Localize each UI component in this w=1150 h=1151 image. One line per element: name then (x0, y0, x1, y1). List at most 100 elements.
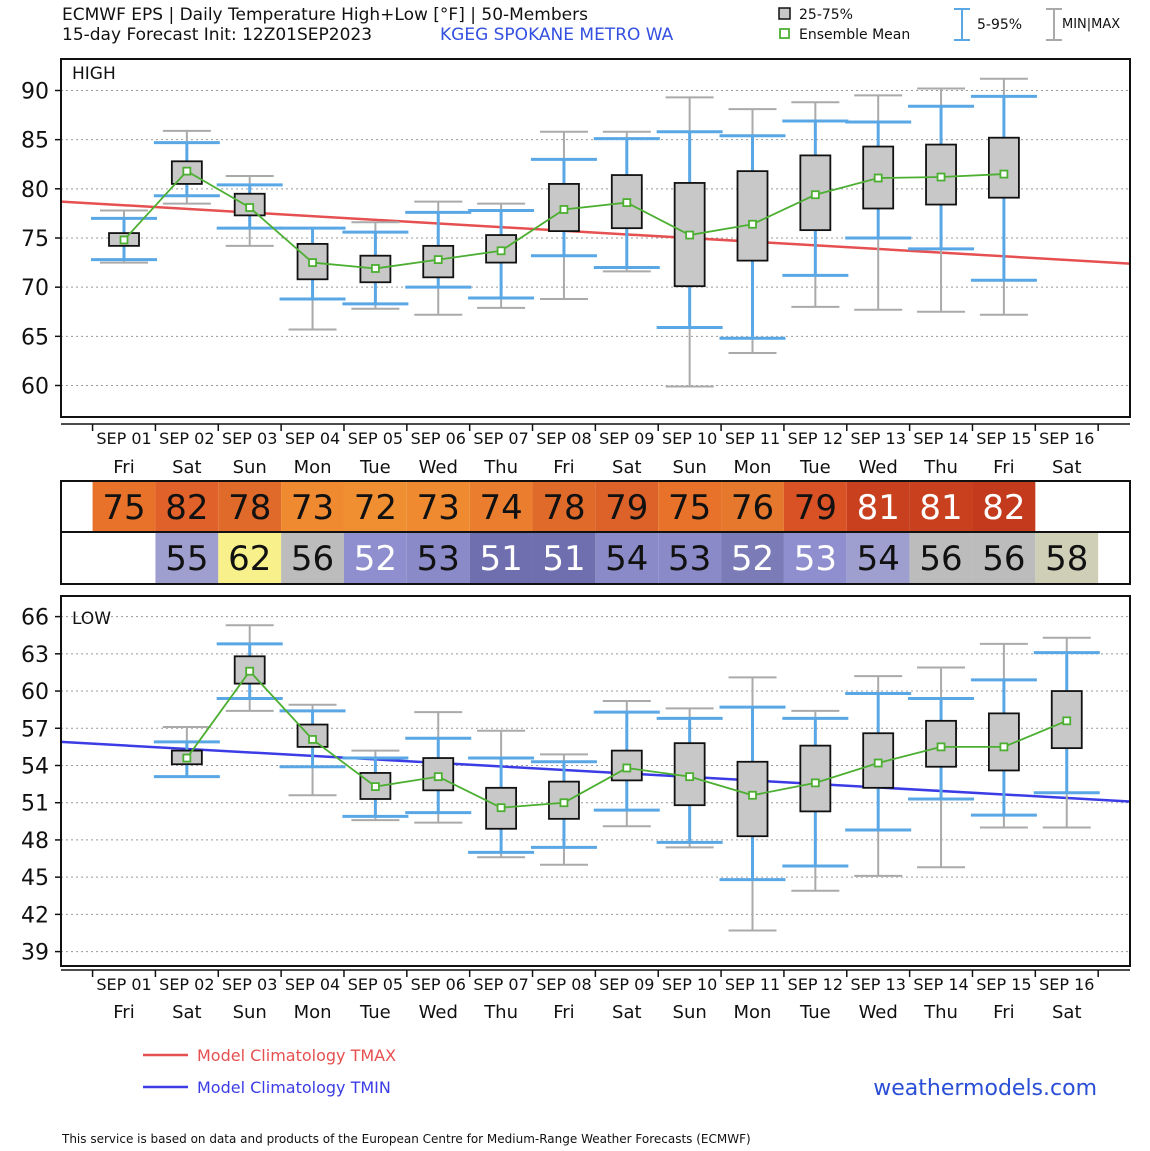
low-cell-bg (281, 533, 344, 583)
low-cell-value: 54 (605, 539, 648, 579)
low-cell-value: 51 (479, 539, 522, 579)
high-cell-bg (658, 482, 722, 532)
low-box-14 (908, 666, 975, 869)
low-box-9 (593, 699, 660, 828)
title-line2: 15-day Forecast Init: 12Z01SEP2023 (62, 25, 372, 45)
low-date-label: SEP 12 (788, 975, 843, 994)
high-mean-marker (999, 169, 1009, 179)
low-box-5 (342, 749, 409, 822)
summary-low-row: 55 62 56 52 53 51 51 54 53 52 53 54 56 56 58 (155, 533, 1099, 583)
high-mean-marker (685, 230, 695, 240)
low-y-tick-label: 42 (21, 903, 49, 928)
high-date-label: SEP 10 (662, 429, 717, 448)
high-weekday-label: Sat (172, 457, 202, 478)
high-cell-bg (155, 482, 219, 532)
low-climatology-line (61, 740, 1130, 803)
low-date-label: SEP 16 (1039, 975, 1094, 994)
low-cell-bg (343, 533, 407, 583)
low-cell-value: 51 (542, 539, 585, 579)
high-y-axis: 60 65 70 75 80 85 90 (21, 80, 61, 400)
high-y-tick-label: 70 (21, 276, 49, 301)
low-weekday-label: Mon (734, 1002, 772, 1023)
low-box-7 (468, 729, 535, 859)
summary-high-row: 75 82 78 73 72 73 74 78 79 75 76 79 81 81 82 (92, 482, 1036, 532)
iqr-box (988, 136, 1020, 199)
low-mean-marker (308, 735, 317, 744)
brand-link[interactable]: weathermodels.com (873, 1076, 1097, 1101)
low-date-label: SEP 04 (285, 975, 340, 994)
low-weekday-label: Wed (859, 1002, 898, 1023)
high-y-tick-label: 60 (21, 375, 49, 400)
low-date-label: SEP 14 (913, 975, 968, 994)
high-cell-value: 78 (228, 488, 271, 528)
low-cell-bg (972, 533, 1036, 583)
high-cell-bg (532, 482, 596, 532)
iqr-box (359, 772, 392, 800)
low-weekday-label: Thu (923, 1002, 958, 1023)
low-box-12 (782, 709, 849, 892)
low-panel-frame (60, 595, 1131, 967)
low-y-tick-label: 57 (21, 717, 49, 742)
high-weekday-label: Fri (993, 457, 1014, 478)
high-mean-marker (622, 198, 632, 208)
low-cell-bg (218, 533, 282, 583)
high-mean-marker (370, 264, 380, 273)
low-cell-value: 55 (165, 539, 208, 579)
high-ensemble-mean (119, 166, 1009, 273)
low-cell-value: 56 (919, 539, 962, 579)
low-weekday-label: Sat (612, 1002, 642, 1023)
high-weekday-label: Tue (359, 457, 391, 478)
low-cell-bg (721, 533, 784, 583)
high-date-label: SEP 03 (222, 429, 277, 448)
high-box-11 (719, 108, 786, 355)
low-x-axis: SEP 01 Fri SEP 02 Sat SEP 03 Sun SEP 04 Mon SEP … (61, 969, 1130, 1023)
high-cell-bg (406, 482, 470, 532)
low-y-tick-label: 60 (21, 680, 49, 705)
high-panel-frame (60, 58, 1131, 418)
high-date-label: SEP 16 (1039, 429, 1094, 448)
low-cell-bg (1035, 533, 1099, 583)
low-weekday-label: Wed (419, 1002, 458, 1023)
iqr-box (736, 170, 769, 262)
high-y-tick-label: 80 (21, 178, 49, 203)
high-cell-bg (595, 482, 659, 532)
low-cell-bg (155, 533, 219, 583)
low-y-tick-label: 48 (21, 829, 49, 854)
high-box-8 (530, 130, 597, 300)
high-weekday-label: Sat (612, 457, 642, 478)
low-cell-value: 62 (228, 539, 271, 579)
footer-notice: This service is based on data and produc… (61, 1132, 751, 1146)
high-mean-marker (559, 205, 569, 214)
low-mean-marker (1062, 716, 1072, 726)
high-boxplots (91, 77, 1037, 388)
low-mean-marker (999, 742, 1009, 752)
high-cell-value: 72 (354, 488, 397, 528)
high-cell-value: 75 (102, 488, 145, 528)
low-mean-marker (182, 753, 192, 763)
high-weekday-label: Fri (553, 457, 574, 478)
high-mean-marker (433, 255, 443, 265)
low-cell-bg (846, 533, 910, 583)
low-cell-bg (532, 533, 596, 583)
low-weekday-label: Fri (113, 1002, 134, 1023)
high-weekday-label: Tue (799, 457, 831, 478)
high-mean-marker (496, 246, 506, 256)
high-gridlines (61, 90, 1130, 386)
high-box-10 (656, 96, 723, 388)
low-date-label: SEP 08 (536, 975, 591, 994)
high-cell-bg (343, 482, 407, 532)
low-date-label: SEP 02 (159, 975, 214, 994)
low-weekday-label: Sat (1052, 1002, 1082, 1023)
low-mean-marker (433, 772, 443, 782)
high-date-label: SEP 02 (159, 429, 214, 448)
low-date-label: SEP 10 (662, 975, 717, 994)
high-date-label: SEP 06 (411, 429, 466, 448)
low-climatology (61, 740, 1130, 803)
low-ensemble-mean (182, 666, 1072, 813)
low-weekday-label: Mon (294, 1002, 332, 1023)
low-cell-bg (658, 533, 722, 583)
high-y-tick-label: 90 (21, 80, 49, 105)
low-cell-bg (783, 533, 847, 583)
low-cell-value: 56 (982, 539, 1025, 579)
